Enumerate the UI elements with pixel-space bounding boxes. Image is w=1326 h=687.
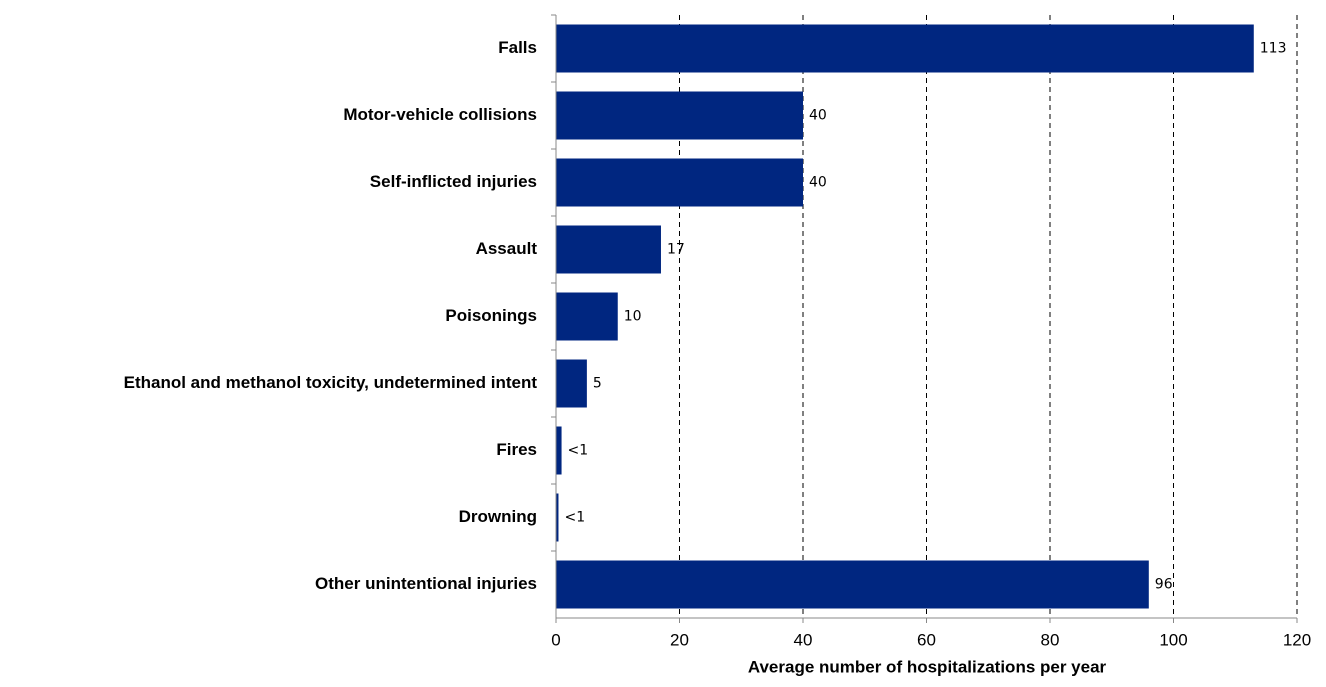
bar <box>556 225 661 274</box>
x-tick-label: 100 <box>1159 630 1187 649</box>
y-tick-label: Self-inflicted injuries <box>370 172 537 191</box>
y-tick-label: Other unintentional injuries <box>315 574 537 593</box>
y-tick-label: Ethanol and methanol toxicity, undetermi… <box>124 373 538 392</box>
x-tick-label: 60 <box>917 630 936 649</box>
value-label: 40 <box>809 175 827 191</box>
value-label: 40 <box>809 108 827 124</box>
y-tick-label: Fires <box>496 440 537 459</box>
x-tick-label: 80 <box>1041 630 1060 649</box>
bar <box>556 91 803 140</box>
value-label: 5 <box>593 376 602 392</box>
bar <box>556 359 587 408</box>
y-tick-label: Assault <box>476 239 538 258</box>
x-axis-title: Average number of hospitalizations per y… <box>748 657 1107 676</box>
bar <box>556 24 1254 73</box>
x-tick-label: 0 <box>551 630 560 649</box>
x-tick-label: 20 <box>670 630 689 649</box>
value-label: 10 <box>624 309 642 325</box>
x-tick-label: 40 <box>794 630 813 649</box>
bar <box>556 560 1149 609</box>
value-label: 113 <box>1260 41 1287 57</box>
value-label: 96 <box>1155 577 1173 593</box>
value-label: 17 <box>667 242 685 258</box>
bar <box>556 292 618 341</box>
y-tick-label: Motor-vehicle collisions <box>343 105 537 124</box>
y-tick-label: Poisonings <box>445 306 537 325</box>
bar <box>556 493 559 542</box>
bar <box>556 426 562 475</box>
bar <box>556 158 803 207</box>
y-tick-label: Falls <box>498 38 537 57</box>
value-label: <1 <box>568 443 589 459</box>
y-tick-label: Drowning <box>459 507 537 526</box>
value-label: <1 <box>564 510 585 526</box>
x-tick-label: 120 <box>1283 630 1311 649</box>
